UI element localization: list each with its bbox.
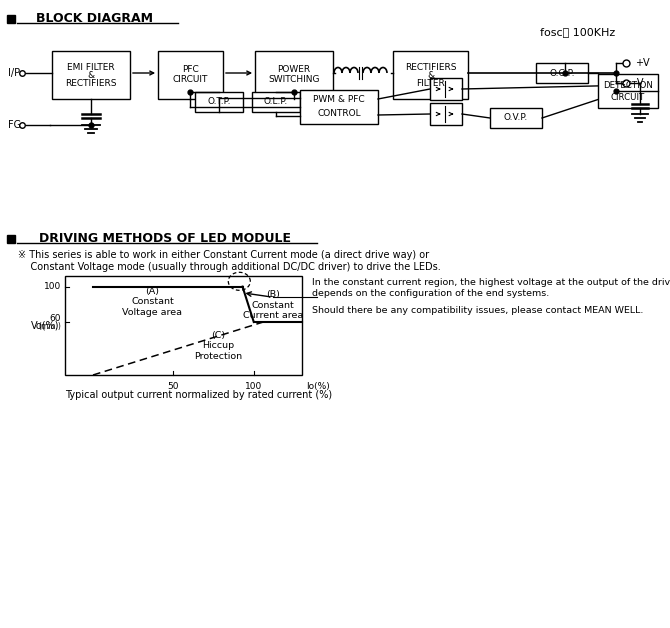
Text: FG: FG — [8, 120, 21, 130]
Text: In the constant current region, the highest voltage at the output of the driver: In the constant current region, the high… — [312, 278, 670, 287]
Text: (min.): (min.) — [38, 322, 61, 332]
Text: O.V.P.: O.V.P. — [504, 114, 528, 122]
Text: Io(%): Io(%) — [306, 382, 330, 391]
Text: FILTER: FILTER — [416, 78, 445, 87]
Text: 100: 100 — [44, 282, 61, 291]
Bar — [65, 276, 302, 375]
Text: CONTROL: CONTROL — [317, 109, 361, 117]
Text: DETECTION: DETECTION — [603, 80, 653, 90]
Text: (C)
Hiccup
Protection: (C) Hiccup Protection — [194, 331, 243, 360]
Text: Vo(%): Vo(%) — [31, 320, 59, 330]
Bar — [536, 63, 588, 83]
Text: ※ This series is able to work in either Constant Current mode (a direct drive wa: ※ This series is able to work in either … — [18, 250, 429, 260]
Text: CIRCUIT: CIRCUIT — [611, 92, 645, 102]
Text: &: & — [427, 70, 434, 80]
Bar — [490, 108, 542, 128]
Text: POWER: POWER — [277, 65, 311, 75]
Bar — [300, 90, 378, 124]
Text: O.T.P.: O.T.P. — [207, 97, 230, 107]
Bar — [52, 51, 130, 99]
Text: O.L.P.: O.L.P. — [264, 97, 288, 107]
Bar — [598, 74, 658, 108]
Bar — [195, 92, 243, 112]
Text: Constant Voltage mode (usually through additional DC/DC driver) to drive the LED: Constant Voltage mode (usually through a… — [18, 262, 441, 272]
Bar — [255, 51, 333, 99]
Text: PWM & PFC: PWM & PFC — [313, 95, 364, 104]
Text: SWITCHING: SWITCHING — [268, 75, 320, 85]
Text: Typical output current normalized by rated current (%): Typical output current normalized by rat… — [65, 390, 332, 400]
Text: RECTIFIERS: RECTIFIERS — [405, 63, 456, 72]
Bar — [158, 51, 223, 99]
Text: depends on the configuration of the end systems.: depends on the configuration of the end … — [312, 289, 549, 298]
Text: &: & — [88, 70, 94, 80]
Text: RECTIFIERS: RECTIFIERS — [65, 78, 117, 87]
Bar — [430, 103, 462, 125]
Text: -V: -V — [635, 78, 645, 88]
Text: DRIVING METHODS OF LED MODULE: DRIVING METHODS OF LED MODULE — [39, 232, 291, 244]
Text: fosc： 100KHz: fosc： 100KHz — [540, 27, 615, 37]
Bar — [7, 235, 15, 243]
Bar — [7, 15, 15, 23]
Text: 100: 100 — [245, 382, 263, 391]
Text: CIRCUIT: CIRCUIT — [173, 75, 208, 85]
Bar — [430, 78, 462, 100]
Text: EMI FILTER: EMI FILTER — [67, 63, 115, 72]
Text: Should there be any compatibility issues, please contact MEAN WELL.: Should there be any compatibility issues… — [312, 306, 643, 315]
Text: 60: 60 — [50, 315, 61, 323]
Text: (A)
Constant
Voltage area: (A) Constant Voltage area — [123, 287, 182, 317]
Text: BLOCK DIAGRAM: BLOCK DIAGRAM — [36, 11, 153, 24]
Text: +V: +V — [635, 58, 650, 68]
Text: O.C.P.: O.C.P. — [549, 68, 575, 77]
Bar — [393, 51, 468, 99]
Text: 50: 50 — [168, 382, 179, 391]
Text: PFC: PFC — [182, 65, 199, 75]
Text: (B)
Constant
Current area: (B) Constant Current area — [243, 290, 304, 320]
Bar — [252, 92, 300, 112]
Text: I/P: I/P — [8, 68, 20, 78]
